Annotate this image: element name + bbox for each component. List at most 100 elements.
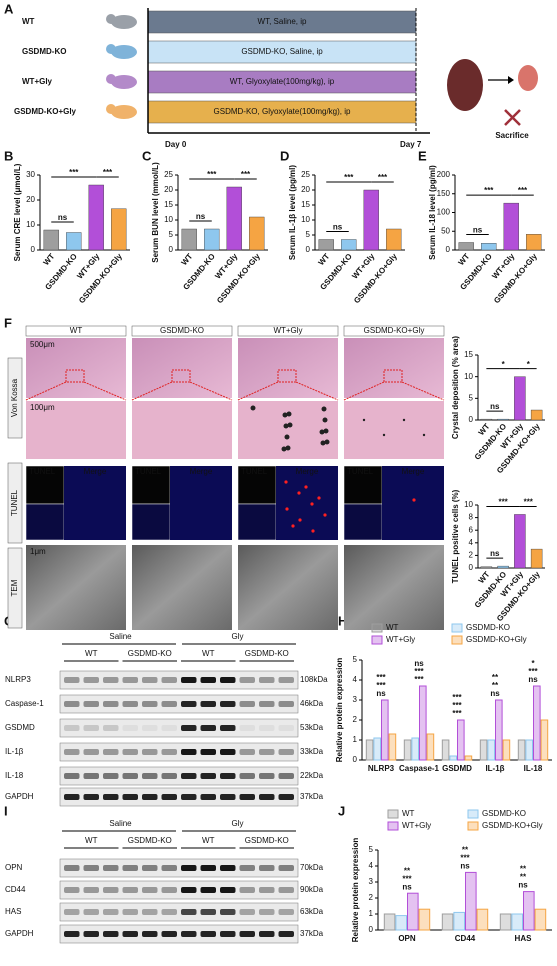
blot-strip — [59, 880, 299, 900]
group-label: GSDMD-KO — [22, 47, 66, 56]
band — [239, 701, 255, 707]
significance: ** — [520, 865, 527, 874]
von-kossa-low — [132, 338, 232, 398]
band — [64, 749, 80, 755]
significance: *** — [524, 498, 534, 507]
crystal — [281, 446, 287, 452]
significance: *** — [103, 168, 113, 177]
band — [142, 794, 158, 800]
bar — [88, 184, 104, 251]
tunel-channel — [25, 465, 65, 505]
significance: *** — [241, 170, 251, 179]
panel-letter: I — [4, 803, 8, 818]
panel-letter: H — [338, 613, 347, 628]
band — [181, 701, 197, 707]
band — [83, 701, 99, 707]
bar — [530, 409, 543, 421]
band — [239, 725, 255, 731]
band — [259, 749, 275, 755]
band — [181, 865, 197, 871]
treatment-header: Saline — [109, 819, 132, 828]
tem-image — [238, 545, 338, 630]
band — [200, 725, 216, 731]
y-tick-label: 10 — [301, 215, 310, 224]
significance: *** — [452, 709, 462, 718]
band — [278, 749, 294, 755]
genotype-header: WT — [202, 836, 215, 845]
band — [278, 794, 294, 800]
von-kossa-low — [238, 338, 338, 398]
mouse-icon — [111, 15, 137, 29]
band — [122, 677, 138, 683]
genotype-header: GSDMD-KO — [128, 649, 172, 658]
band — [161, 677, 177, 683]
genotype-header: WT — [85, 836, 98, 845]
column-header-box — [343, 325, 445, 337]
crystal — [284, 434, 290, 440]
crystal — [319, 429, 325, 435]
bar — [465, 871, 477, 931]
band — [103, 887, 119, 893]
day-end: Day 7 — [400, 140, 422, 149]
significance: *** — [414, 675, 424, 684]
treatment-header: Gly — [232, 632, 244, 641]
genotype-header: WT — [202, 649, 215, 658]
treatment-label: GSDMD-KO, Saline, ip — [241, 47, 323, 56]
protein-label: GAPDH — [5, 792, 34, 801]
crystal — [286, 411, 292, 417]
band — [142, 725, 158, 731]
band — [200, 749, 216, 755]
y-tick-label: 5 — [353, 655, 358, 664]
significance: ns — [490, 549, 500, 558]
band — [161, 887, 177, 893]
zoom-lines — [25, 381, 127, 401]
von-kossa-high — [344, 401, 444, 459]
tunel-channel — [131, 465, 171, 505]
band — [200, 677, 216, 683]
column-header: WT — [70, 326, 83, 335]
roi-box — [383, 369, 403, 383]
band — [278, 865, 294, 871]
significance: ns — [490, 689, 500, 698]
bar — [457, 719, 465, 761]
y-axis-label: Serum BUN level (mmol/L) — [151, 162, 160, 263]
tem-image — [26, 545, 126, 630]
significance: *** — [460, 854, 470, 863]
mouse-head — [106, 44, 116, 54]
y-tick-label: 6 — [469, 525, 474, 534]
y-tick-label: 150 — [437, 189, 451, 198]
bar — [479, 739, 488, 761]
band — [83, 931, 99, 937]
y-tick-label: 15 — [164, 200, 173, 209]
protein-label: CD44 — [5, 885, 26, 894]
band — [200, 794, 216, 800]
treatment-header: Gly — [232, 819, 244, 828]
band — [142, 909, 158, 915]
y-tick-label: 30 — [26, 170, 35, 179]
legend-label: WT+Gly — [386, 635, 415, 644]
x-tick-label: CD44 — [455, 934, 476, 943]
y-tick-label: 1 — [353, 735, 358, 744]
panel-letter: C — [142, 148, 152, 163]
significance: ** — [492, 681, 499, 690]
y-tick-label: 20 — [301, 185, 310, 194]
row-label: TEM — [10, 579, 19, 596]
protein-label: Caspase-1 — [5, 699, 44, 708]
tunel-positive — [310, 502, 314, 506]
band — [83, 773, 99, 779]
significance: * — [531, 659, 535, 668]
column-header-box — [237, 325, 339, 337]
band — [83, 725, 99, 731]
von-kossa-high — [26, 401, 126, 459]
bar — [481, 243, 497, 251]
crystal — [422, 433, 426, 437]
merge-channel — [382, 466, 444, 540]
size-label: 37kDa — [300, 929, 324, 938]
blot-strip — [59, 718, 299, 738]
band — [239, 931, 255, 937]
band — [220, 725, 236, 731]
dapi-channel — [25, 503, 65, 541]
bar — [495, 699, 503, 761]
y-tick-label: 0 — [469, 563, 474, 572]
band — [161, 865, 177, 871]
